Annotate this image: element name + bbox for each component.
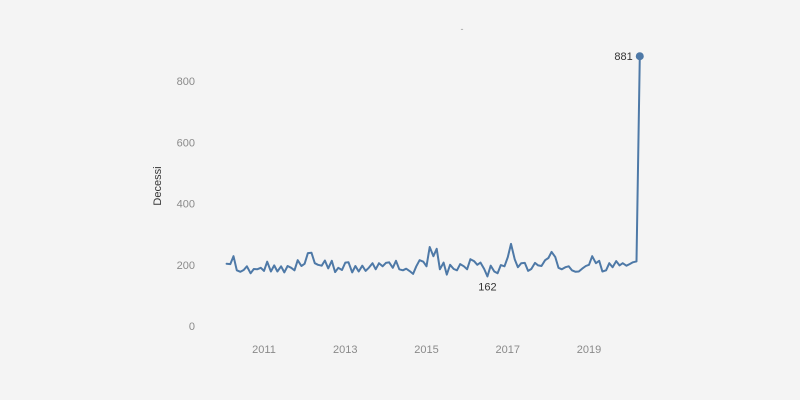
endpoint-marker	[635, 52, 644, 61]
x-tick-label: 2017	[496, 344, 520, 356]
y-tick-label: 800	[177, 76, 195, 88]
y-axis-label: Decessi	[152, 166, 164, 205]
x-tick-label: 2013	[333, 344, 357, 356]
series-line	[225, 55, 641, 278]
chart-title: -	[461, 24, 464, 34]
y-tick-label: 600	[177, 137, 195, 149]
x-tick-label: 2019	[577, 344, 601, 356]
y-tick-label: 0	[189, 321, 195, 333]
x-tick-label: 2011	[252, 344, 276, 356]
y-tick-label: 400	[177, 199, 195, 211]
y-axis-ticks: 0 200 400 600 800	[177, 76, 195, 333]
series-group	[225, 52, 644, 278]
x-axis-ticks: 2011 2013 2015 2017 2019	[252, 344, 601, 356]
annotations-group: 881 162	[478, 51, 633, 293]
x-tick-label: 2015	[414, 344, 438, 356]
data-label: 162	[478, 281, 496, 293]
data-label: 881	[614, 51, 632, 63]
y-tick-label: 200	[177, 260, 195, 272]
